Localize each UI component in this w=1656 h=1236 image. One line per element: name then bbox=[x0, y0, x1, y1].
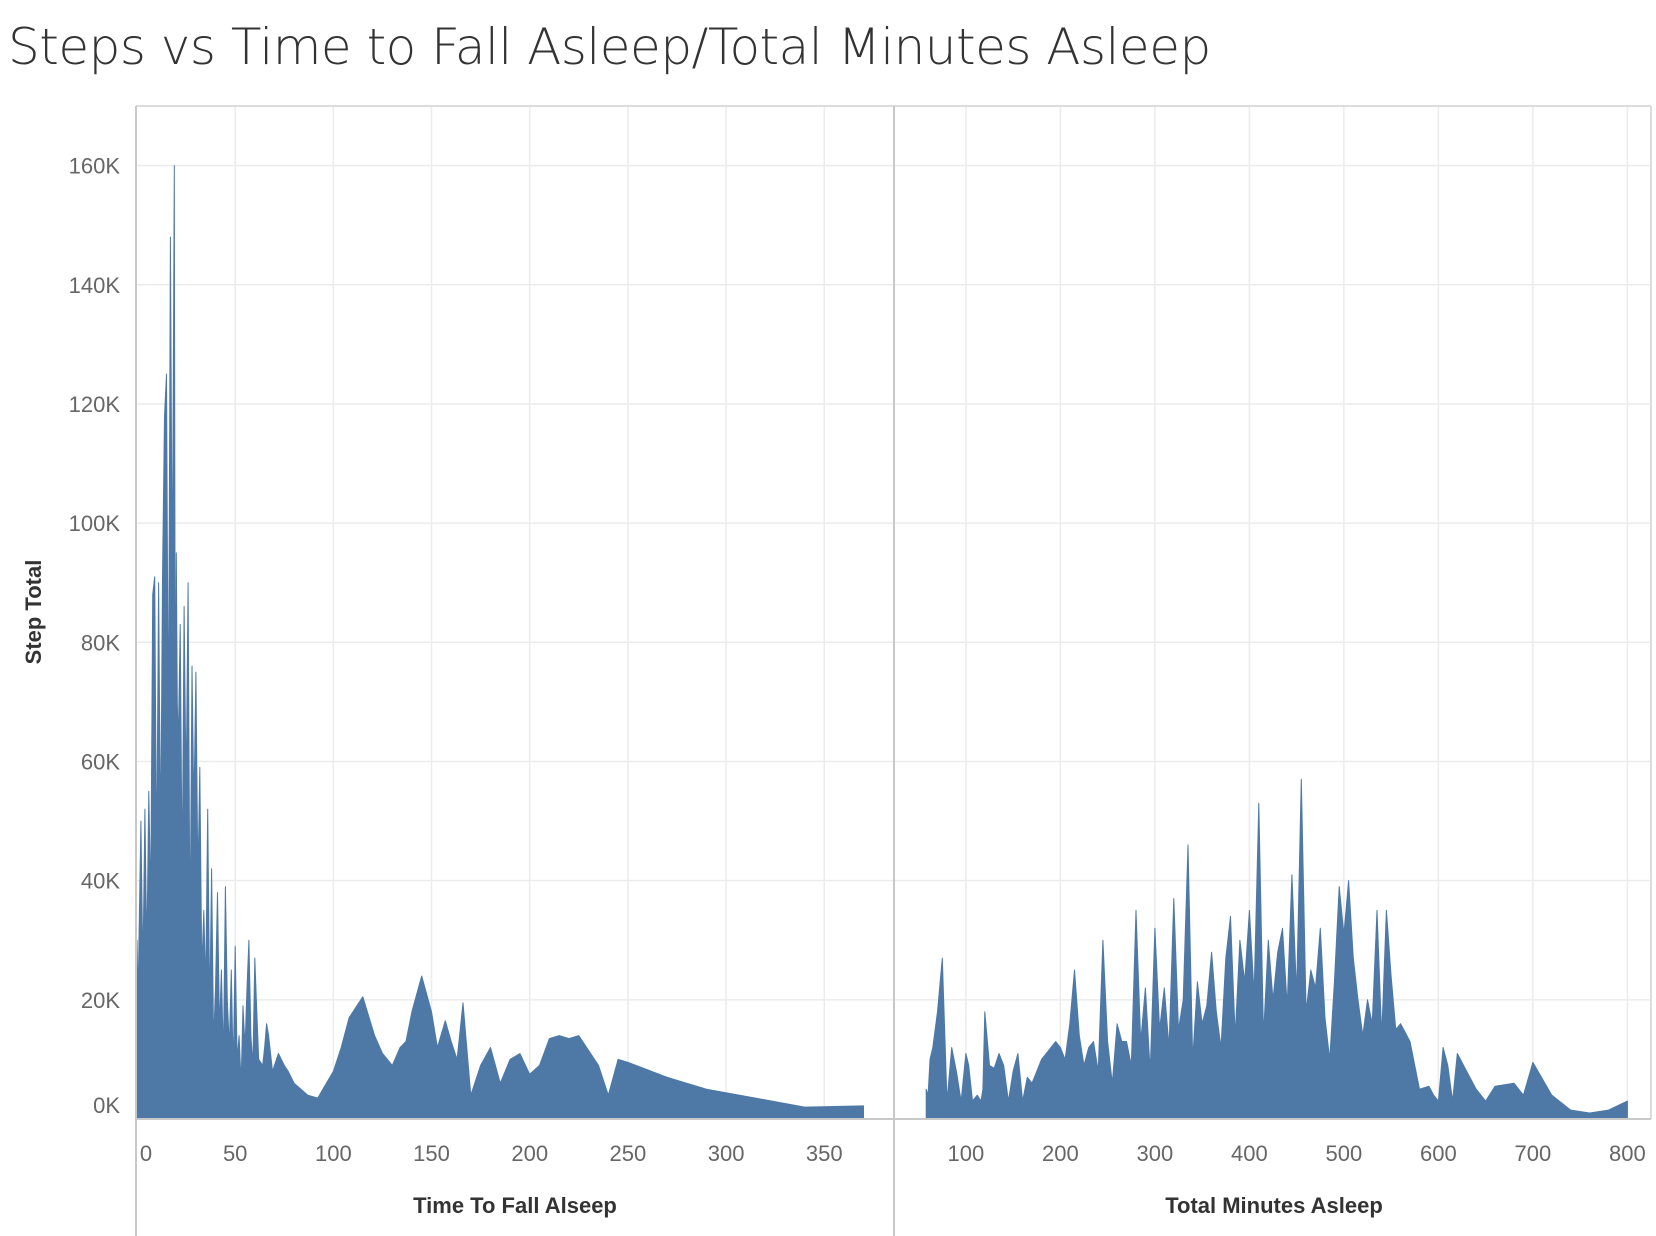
chart-frame bbox=[135, 105, 1652, 1236]
right-x-tick-label: 400 bbox=[1231, 1141, 1268, 1166]
right-x-axis: 100 200 300 400 500 600 700 800 bbox=[948, 1141, 1646, 1166]
y-axis: 0K 20K 40K 60K 80K 100K 120K 140K 160K bbox=[69, 154, 121, 1118]
left-x-tick-label: 300 bbox=[708, 1141, 745, 1166]
y-tick-label: 20K bbox=[81, 988, 120, 1013]
right-area bbox=[925, 778, 1628, 1120]
left-x-axis-title: Time To Fall Alseep bbox=[413, 1193, 617, 1218]
y-tick-label: 60K bbox=[81, 749, 120, 774]
y-tick-label: 100K bbox=[69, 511, 121, 536]
y-tick-label: 160K bbox=[69, 154, 121, 179]
right-x-tick-label: 300 bbox=[1137, 1141, 1174, 1166]
left-grid bbox=[137, 106, 893, 1119]
right-x-tick-label: 100 bbox=[948, 1141, 985, 1166]
left-x-tick-label: 0 bbox=[140, 1141, 152, 1166]
left-x-tick-label: 150 bbox=[413, 1141, 450, 1166]
right-x-tick-label: 600 bbox=[1420, 1141, 1457, 1166]
right-grid bbox=[895, 106, 1651, 1119]
left-x-tick-label: 50 bbox=[223, 1141, 247, 1166]
left-x-tick-label: 350 bbox=[806, 1141, 843, 1166]
y-tick-label: 0K bbox=[93, 1093, 120, 1118]
left-x-tick-label: 200 bbox=[511, 1141, 548, 1166]
left-x-axis: 0 50 100 150 200 250 300 350 bbox=[140, 1141, 843, 1166]
y-tick-label: 80K bbox=[81, 630, 120, 655]
y-tick-label: 140K bbox=[69, 273, 121, 298]
left-area-series bbox=[136, 165, 864, 1120]
right-x-axis-title: Total Minutes Asleep bbox=[1165, 1193, 1383, 1218]
right-x-tick-label: 200 bbox=[1042, 1141, 1079, 1166]
left-x-tick-label: 250 bbox=[610, 1141, 647, 1166]
right-x-tick-label: 800 bbox=[1609, 1141, 1646, 1166]
chart-title: Steps vs Time to Fall Asleep/Total Minut… bbox=[8, 18, 1211, 76]
y-tick-label: 40K bbox=[81, 869, 120, 894]
right-x-tick-label: 700 bbox=[1515, 1141, 1552, 1166]
y-tick-label: 120K bbox=[69, 392, 121, 417]
right-x-tick-label: 500 bbox=[1326, 1141, 1363, 1166]
left-x-tick-label: 100 bbox=[315, 1141, 352, 1166]
left-area bbox=[136, 165, 864, 1120]
right-area-series bbox=[925, 778, 1628, 1120]
y-axis-title: Step Total bbox=[21, 560, 46, 665]
